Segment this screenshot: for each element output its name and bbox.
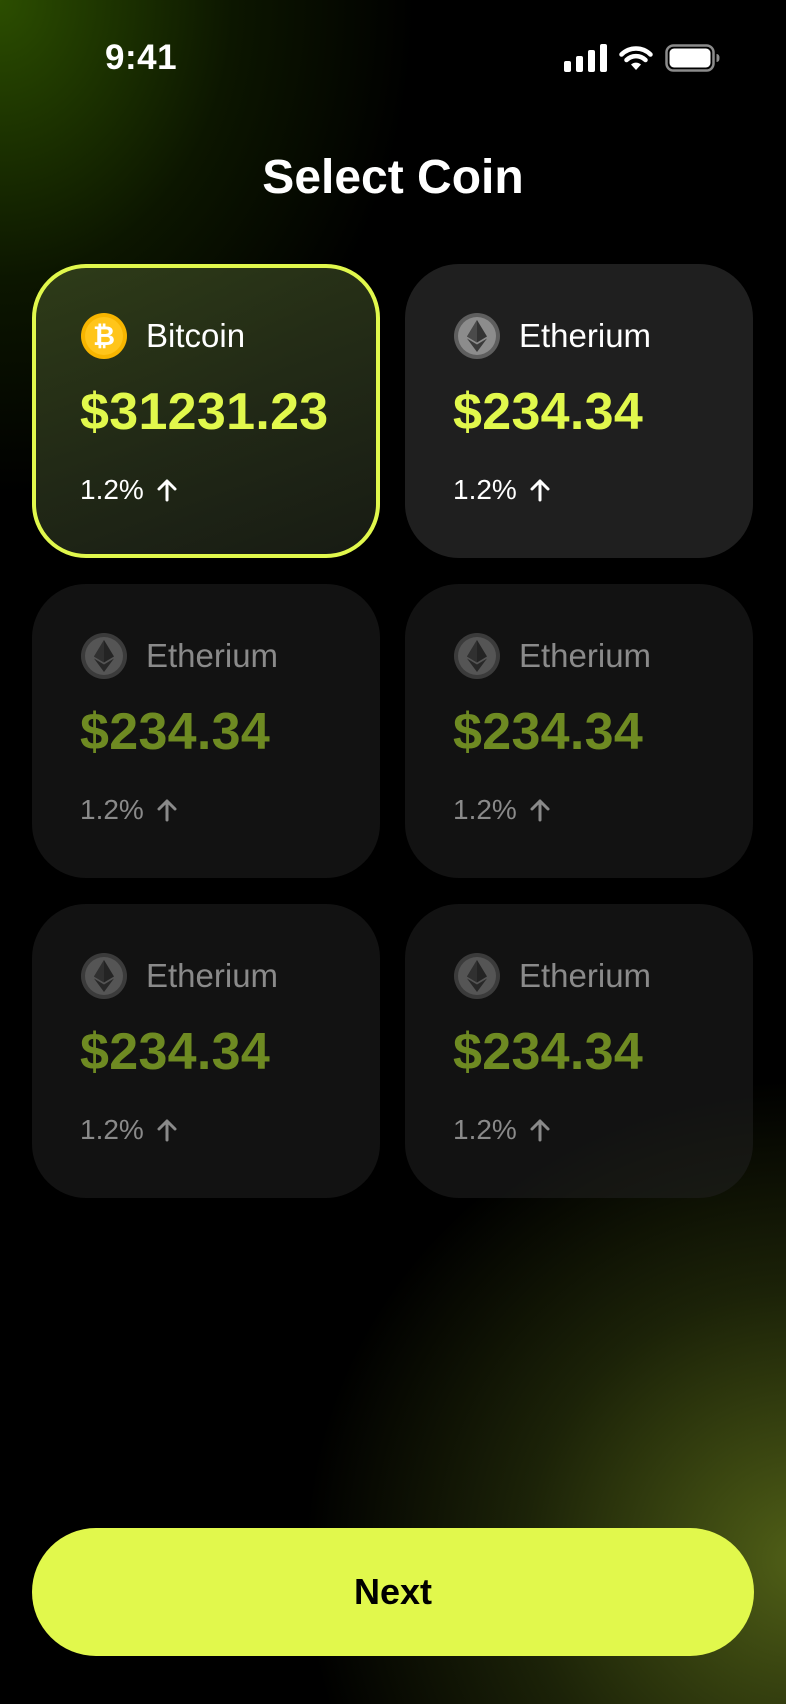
coin-name: Etherium <box>519 317 652 354</box>
ethereum-icon <box>454 313 500 359</box>
coin-card-etherium[interactable]: Etherium $234.34 1.2% <box>405 904 753 1198</box>
coin-card-etherium[interactable]: Etherium $234.34 1.2% <box>405 584 753 878</box>
change-row: 1.2% <box>453 794 551 826</box>
change-percent: 1.2% <box>453 1114 517 1145</box>
coin-price: $234.34 <box>80 1023 271 1081</box>
change-row: 1.2% <box>80 1114 178 1146</box>
change-row: 1.2% <box>80 474 178 506</box>
coin-price: $31231.23 <box>80 383 329 441</box>
coin-price: $234.34 <box>453 1023 644 1081</box>
change-percent: 1.2% <box>80 1114 144 1145</box>
coin-name: Bitcoin <box>146 317 246 354</box>
coin-header: ₿ Bitcoin <box>80 312 245 360</box>
coin-card-etherium[interactable]: Etherium $234.34 1.2% <box>32 584 380 878</box>
change-row: 1.2% <box>453 474 551 506</box>
ethereum-icon <box>454 953 500 999</box>
status-icons <box>564 44 721 72</box>
ethereum-icon <box>81 633 127 679</box>
battery-icon <box>665 44 720 72</box>
coin-name: Etherium <box>146 637 279 674</box>
coin-header: Etherium <box>80 632 278 680</box>
next-button[interactable]: Next <box>32 1528 754 1656</box>
arrow-up-icon <box>530 799 550 822</box>
coin-price: $234.34 <box>453 383 644 441</box>
coin-header: Etherium <box>453 312 651 360</box>
coin-header: Etherium <box>453 632 651 680</box>
coin-card-bitcoin[interactable]: ₿ Bitcoin $31231.23 1.2% <box>32 264 380 558</box>
change-percent: 1.2% <box>80 794 144 825</box>
ethereum-icon <box>81 953 127 999</box>
change-row: 1.2% <box>453 1114 551 1146</box>
coin-header: Etherium <box>453 952 651 1000</box>
change-percent: 1.2% <box>453 474 517 505</box>
arrow-up-icon <box>157 479 177 502</box>
coin-card-etherium[interactable]: Etherium $234.34 1.2% <box>405 264 753 558</box>
page-title: Select Coin <box>262 151 524 204</box>
arrow-up-icon <box>157 799 177 822</box>
coin-price: $234.34 <box>453 703 644 761</box>
coin-name: Etherium <box>519 637 652 674</box>
signal-icon <box>564 44 607 72</box>
coin-header: Etherium <box>80 952 278 1000</box>
coin-name: Etherium <box>519 957 652 994</box>
svg-text:₿: ₿ <box>93 321 115 352</box>
change-percent: 1.2% <box>80 474 144 505</box>
coin-name: Etherium <box>146 957 279 994</box>
ethereum-icon <box>454 633 500 679</box>
wifi-icon <box>619 46 653 70</box>
arrow-up-icon <box>157 1119 177 1142</box>
arrow-up-icon <box>530 479 550 502</box>
arrow-up-icon <box>530 1119 550 1142</box>
coin-price: $234.34 <box>80 703 271 761</box>
status-bar: 9:41 <box>0 0 786 118</box>
coin-card-etherium[interactable]: Etherium $234.34 1.2% <box>32 904 380 1198</box>
bitcoin-icon: ₿ <box>81 313 127 359</box>
change-percent: 1.2% <box>453 794 517 825</box>
change-row: 1.2% <box>80 794 178 826</box>
status-time: 9:41 <box>105 38 178 77</box>
